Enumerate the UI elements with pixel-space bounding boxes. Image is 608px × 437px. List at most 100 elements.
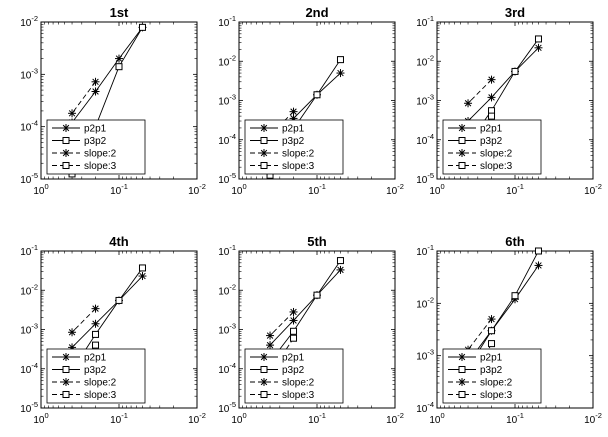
legend-marker-star xyxy=(62,149,70,157)
legend-marker-square xyxy=(458,137,466,144)
series-line xyxy=(71,275,143,348)
y-tick-label: 10-3 xyxy=(20,322,38,337)
data-point-square xyxy=(336,56,344,64)
x-tick-label: 10-2 xyxy=(584,182,602,197)
y-tick-label: 10-3 xyxy=(218,93,236,108)
series-slope-2 xyxy=(68,304,100,337)
x-tick-label: 10-1 xyxy=(308,411,326,426)
data-point-star xyxy=(487,315,496,324)
x-tick-label: 10-2 xyxy=(386,411,404,426)
panel-title: 5th xyxy=(307,234,327,249)
y-tick-label: 10-4 xyxy=(416,400,434,415)
series-line xyxy=(467,265,539,363)
legend-label: p2p1 xyxy=(480,353,503,364)
y-tick-label: 10-4 xyxy=(416,132,434,147)
panel-title: 6th xyxy=(505,234,525,249)
y-tick-label: 10-4 xyxy=(218,361,236,376)
legend-marker-square xyxy=(260,391,268,398)
x-tick-label: 10-1 xyxy=(308,182,326,197)
data-point-square xyxy=(488,327,496,335)
legend-label: p2p1 xyxy=(84,353,107,364)
legend-label: slope:2 xyxy=(480,378,513,389)
panel-title: 2nd xyxy=(305,5,328,20)
legend-marker-star xyxy=(260,378,268,386)
series-line xyxy=(269,311,294,336)
x-tick-label: 100 xyxy=(429,182,444,197)
legend-marker-star xyxy=(260,353,268,361)
data-point-star xyxy=(91,77,100,86)
data-point-star xyxy=(266,341,275,350)
x-tick-label: 10-2 xyxy=(188,182,206,197)
data-point-square xyxy=(534,247,542,255)
legend-label: slope:2 xyxy=(282,149,315,160)
legend-label: slope:3 xyxy=(282,390,315,401)
y-tick-label: 10-2 xyxy=(20,282,38,297)
legend-marker-square xyxy=(260,137,268,144)
x-tick-label: 100 xyxy=(429,411,444,426)
legend-label: p2p1 xyxy=(84,124,107,135)
y-tick-label: 10-4 xyxy=(20,361,38,376)
panel-title: 3rd xyxy=(505,5,525,20)
y-tick-label: 10-1 xyxy=(416,14,434,29)
data-point-square xyxy=(313,291,321,299)
y-tick-label: 10-1 xyxy=(218,14,236,29)
y-tick-label: 10-2 xyxy=(218,282,236,297)
y-tick-label: 10-2 xyxy=(416,295,434,310)
legend-label: p2p1 xyxy=(282,353,305,364)
y-tick-label: 10-3 xyxy=(416,348,434,363)
legend-marker-square xyxy=(458,391,466,398)
panel-3rd: 3rd 100 10-1 10-2 10-5 10-4 10-3 10-2 10-1 p2p1p3… xyxy=(416,5,602,197)
data-point-square xyxy=(92,330,100,338)
legend-marker-square xyxy=(458,162,466,169)
data-point-star xyxy=(68,109,77,118)
data-point-square xyxy=(290,334,298,342)
x-tick-label: 10-1 xyxy=(506,411,524,426)
series-line xyxy=(71,27,143,123)
legend-marker-star xyxy=(458,353,466,361)
legend-marker-star xyxy=(62,378,70,386)
legend-marker-star xyxy=(260,149,268,157)
legend-label: p2p1 xyxy=(282,124,305,135)
legend-marker-square xyxy=(62,391,70,398)
x-tick-label: 100 xyxy=(231,182,246,197)
data-point-star xyxy=(289,316,298,325)
panel-2nd: 2nd 100 10-1 10-2 10-5 10-4 10-3 10-2 10-1 p2p1p3… xyxy=(218,5,404,197)
data-point-square xyxy=(115,296,123,304)
x-tick-label: 10-2 xyxy=(584,411,602,426)
data-point-square xyxy=(92,341,100,349)
legend-label: slope:2 xyxy=(282,378,315,389)
y-tick-label: 10-5 xyxy=(20,400,38,415)
data-point-star xyxy=(138,272,147,281)
legend-marker-star xyxy=(62,124,70,132)
data-point-star xyxy=(487,93,496,102)
legend-marker-square xyxy=(62,137,70,144)
legend-label: p3p2 xyxy=(480,365,503,376)
y-tick-label: 10-3 xyxy=(416,93,434,108)
data-point-star xyxy=(91,87,100,96)
data-point-square xyxy=(336,257,344,265)
x-tick-label: 10-1 xyxy=(110,182,128,197)
data-point-star xyxy=(534,43,543,52)
legend-marker-square xyxy=(260,162,268,169)
legend-marker-square xyxy=(458,366,466,373)
series-line xyxy=(467,318,492,350)
x-tick-label: 10-1 xyxy=(110,411,128,426)
legend-label: p2p1 xyxy=(480,124,503,135)
data-point-square xyxy=(488,112,496,120)
data-point-star xyxy=(336,265,345,274)
data-point-star xyxy=(289,307,298,316)
legend-label: slope:2 xyxy=(84,149,117,160)
legend-marker-star xyxy=(458,124,466,132)
y-tick-label: 10-1 xyxy=(416,243,434,258)
y-tick-label: 10-4 xyxy=(20,119,38,134)
legend-marker-square xyxy=(62,366,70,373)
data-point-star xyxy=(266,331,275,340)
legend-marker-star xyxy=(458,149,466,157)
data-point-square xyxy=(313,91,321,99)
